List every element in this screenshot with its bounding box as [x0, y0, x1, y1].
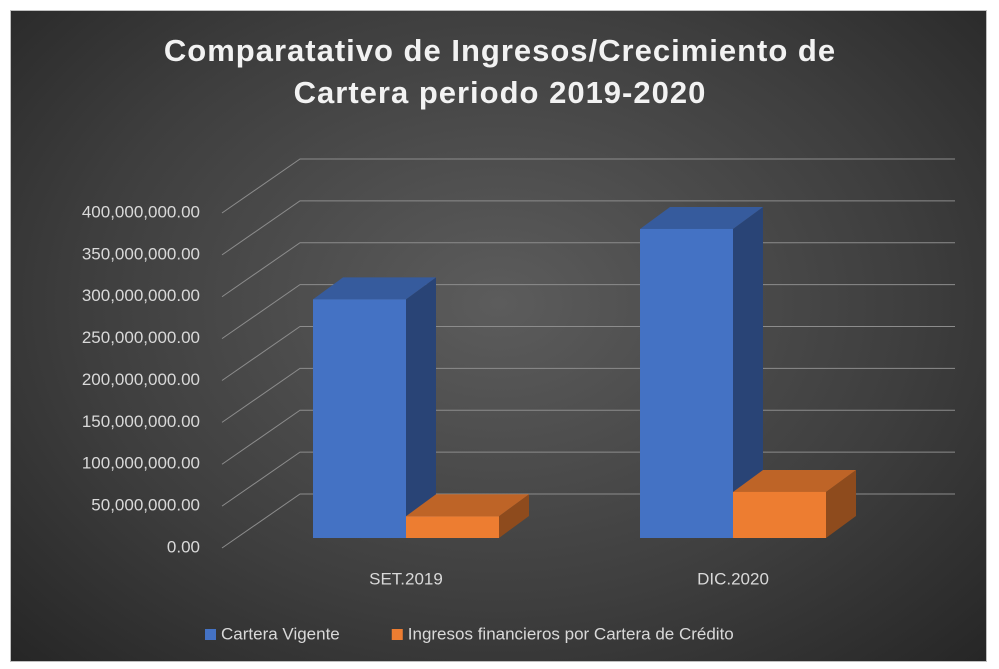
chart-title: Comparatativo de Ingresos/Crecimiento de… — [163, 33, 837, 110]
bar-top — [640, 206, 763, 229]
y-tick-label: 400,000,000.00 — [82, 202, 200, 221]
y-tick-label: 100,000,000.00 — [82, 454, 200, 473]
legend-swatch — [391, 629, 403, 640]
legend-label: Cartera Vigente — [221, 624, 340, 643]
chart-area — [10, 10, 987, 662]
bar — [733, 491, 826, 538]
x-tick-label: DIC.2020 — [697, 569, 769, 588]
y-tick-label: 250,000,000.00 — [82, 328, 200, 347]
bar-side — [499, 494, 529, 538]
bar-side — [733, 206, 763, 538]
grid-line — [221, 158, 955, 214]
bar-side — [406, 277, 436, 538]
y-tick-label: 0.00 — [167, 537, 200, 556]
y-tick-label: 350,000,000.00 — [82, 244, 200, 263]
y-tick-label: 150,000,000.00 — [82, 412, 200, 431]
bar — [406, 516, 499, 538]
bar-top — [733, 469, 856, 492]
bar-top — [406, 494, 529, 517]
bar-side — [826, 469, 856, 538]
y-tick-label: 300,000,000.00 — [82, 286, 200, 305]
bar-top — [313, 277, 436, 300]
bar — [313, 299, 406, 538]
y-tick-label: 50,000,000.00 — [91, 496, 200, 515]
x-tick-label: SET.2019 — [369, 569, 443, 588]
legend-swatch — [205, 629, 216, 640]
bar — [640, 228, 733, 538]
y-tick-label: 200,000,000.00 — [82, 370, 200, 389]
grid-line — [221, 200, 955, 256]
legend-label: Ingresos financieros por Cartera de Créd… — [408, 624, 734, 643]
